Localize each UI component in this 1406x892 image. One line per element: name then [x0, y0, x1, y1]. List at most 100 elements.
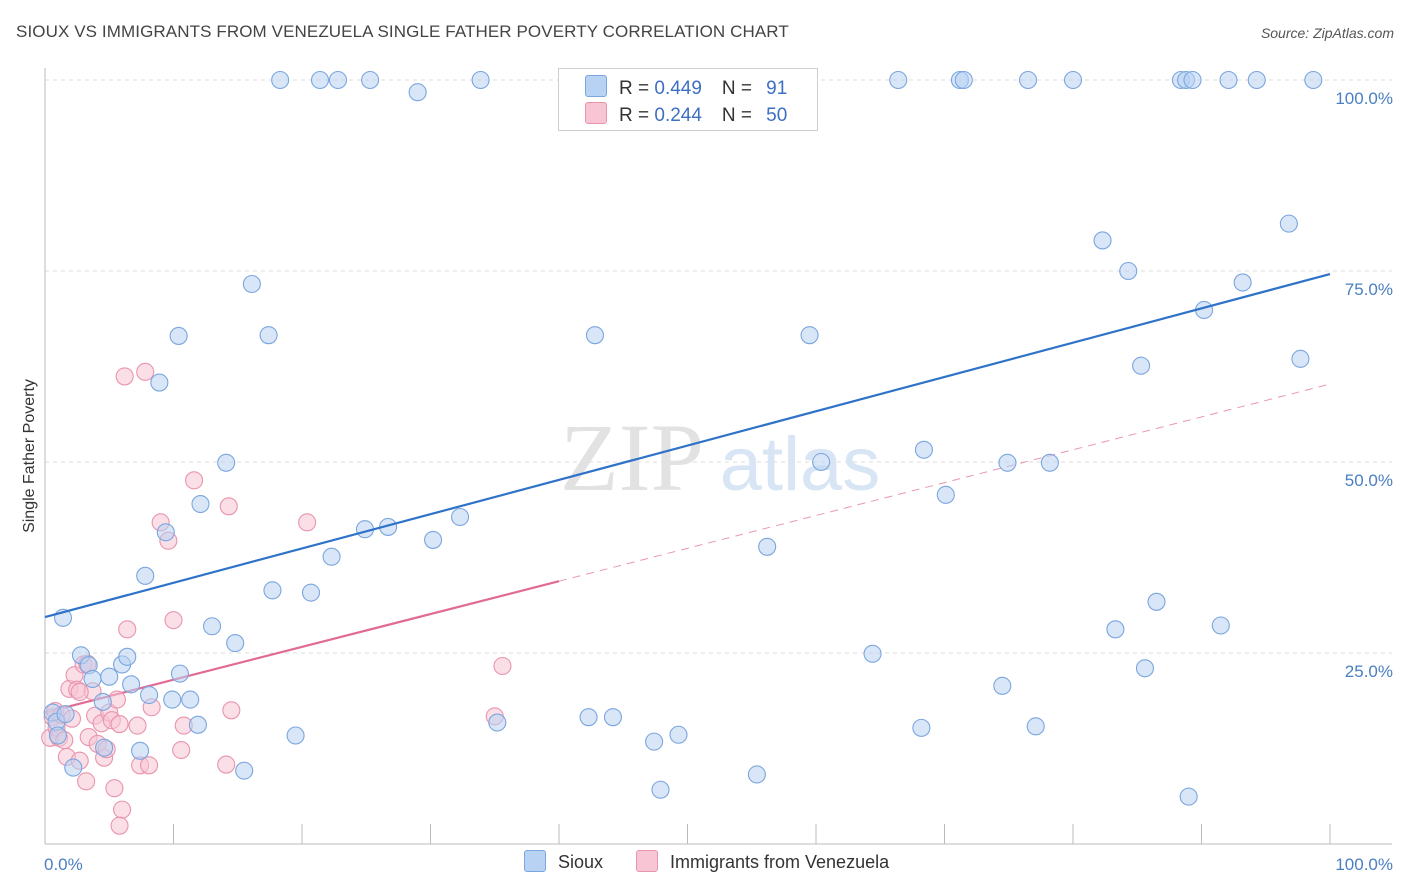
venezuela-point	[493, 656, 512, 676]
chart-title: SIOUX VS IMMIGRANTS FROM VENEZUELA SINGL…	[16, 22, 789, 41]
y-tick-label: 25.0%	[1345, 662, 1393, 681]
legend-sioux-label: Sioux	[558, 852, 604, 872]
sioux-point	[203, 617, 222, 636]
sioux-point	[603, 708, 623, 727]
sioux-point	[471, 70, 490, 90]
sioux-point	[122, 675, 141, 694]
venezuela-point	[110, 816, 129, 835]
sioux-point	[1291, 349, 1310, 368]
sioux-r-value: 0.449	[654, 78, 702, 99]
sioux-point	[408, 83, 427, 102]
sioux-point	[812, 452, 831, 472]
legend-item-venezuela: Immigrants from Venezuela	[636, 850, 889, 873]
gridlines	[45, 79, 1392, 654]
venezuela-point	[298, 513, 317, 532]
sioux-point	[263, 581, 282, 600]
sioux-point	[191, 494, 210, 514]
sioux-point	[451, 507, 470, 527]
legend-venezuela-label: Immigrants from Venezuela	[670, 852, 890, 872]
y-tick-label: 50.0%	[1345, 471, 1393, 490]
axes	[44, 68, 1392, 845]
venezuela-point	[172, 740, 191, 760]
sioux-point	[954, 70, 973, 90]
sioux-point	[226, 634, 245, 653]
sioux-point	[1132, 356, 1151, 375]
sioux-point	[163, 690, 182, 709]
x-tick-label-max: 100.0%	[1335, 855, 1393, 874]
sioux-point	[328, 70, 348, 90]
sioux-point	[1279, 214, 1298, 233]
venezuela-point	[136, 362, 155, 381]
sioux-point	[579, 708, 598, 727]
sioux-point	[747, 765, 766, 784]
legend-row-sioux: R = 0.449 N = 91	[585, 75, 787, 99]
sioux-point	[286, 726, 305, 745]
sioux-point	[118, 647, 137, 666]
venezuela-point	[217, 755, 236, 774]
venezuela-point	[164, 611, 183, 630]
sioux-n-value: 91	[766, 78, 788, 99]
sioux-point	[188, 715, 207, 734]
sioux-point	[1147, 592, 1166, 611]
venezuela-swatch	[585, 102, 607, 124]
sioux-point	[1247, 70, 1266, 90]
sioux-point	[645, 732, 664, 751]
sioux-point	[310, 70, 330, 90]
venezuela-point	[115, 367, 134, 386]
venezuela-point	[185, 471, 204, 490]
venezuela-r-value: 0.244	[654, 105, 702, 126]
sioux-point	[64, 758, 83, 777]
sioux-trend-line	[44, 272, 1331, 619]
sioux-trendline	[44, 272, 1331, 619]
sioux-r-label: R =	[619, 78, 655, 99]
sioux-point	[156, 523, 175, 542]
sioux-point	[1026, 717, 1045, 736]
sioux-swatch	[585, 75, 607, 97]
venezuela-point	[110, 715, 129, 734]
venezuela-point	[105, 779, 124, 798]
sioux-point	[131, 741, 150, 760]
sioux-point	[669, 725, 688, 744]
venezuela-point	[113, 800, 132, 819]
sioux-point	[169, 326, 188, 345]
sioux-point	[1093, 231, 1112, 250]
sioux-point	[651, 780, 670, 799]
venezuela-r-label: R =	[619, 105, 655, 126]
sioux-point	[259, 326, 278, 345]
sioux-point	[242, 274, 261, 294]
tick-labels: 25.0% 50.0% 75.0% 100.0% 0.0% 100.0%	[44, 89, 1393, 874]
watermark: ZIP atlas	[560, 404, 880, 511]
sioux-point	[488, 713, 507, 732]
sioux-point	[1119, 261, 1138, 281]
series-legend: Sioux Immigrants from Venezuela	[0, 850, 1406, 880]
sioux-point	[1063, 70, 1083, 90]
sioux-point	[1233, 273, 1252, 292]
sioux-point	[1179, 787, 1198, 806]
x-tick-label-min: 0.0%	[44, 855, 83, 874]
sioux-point	[1040, 453, 1059, 472]
sioux-point	[150, 373, 169, 392]
legend-row-venezuela: R = 0.244 N = 50	[585, 102, 787, 126]
legend-item-sioux: Sioux	[524, 850, 603, 873]
venezuela-point	[128, 716, 147, 735]
sioux-point	[1135, 659, 1155, 678]
sioux-point	[170, 664, 189, 683]
legend-venezuela-swatch	[636, 850, 658, 872]
sioux-point	[914, 440, 933, 459]
sioux-point	[136, 566, 155, 585]
sioux-point	[235, 761, 254, 780]
venezuela-point	[118, 620, 137, 639]
venezuela-point	[77, 772, 96, 791]
source-label: Source: ZipAtlas.com	[1260, 25, 1394, 41]
sioux-point	[800, 326, 819, 345]
sioux-point	[181, 690, 200, 709]
sioux-point	[585, 326, 605, 345]
sioux-point	[217, 453, 236, 472]
sioux-point	[863, 644, 882, 663]
sioux-point	[48, 726, 67, 745]
sioux-point	[322, 547, 341, 566]
sioux-point	[998, 453, 1017, 472]
sioux-point	[83, 669, 102, 689]
sioux-point	[1219, 70, 1238, 90]
